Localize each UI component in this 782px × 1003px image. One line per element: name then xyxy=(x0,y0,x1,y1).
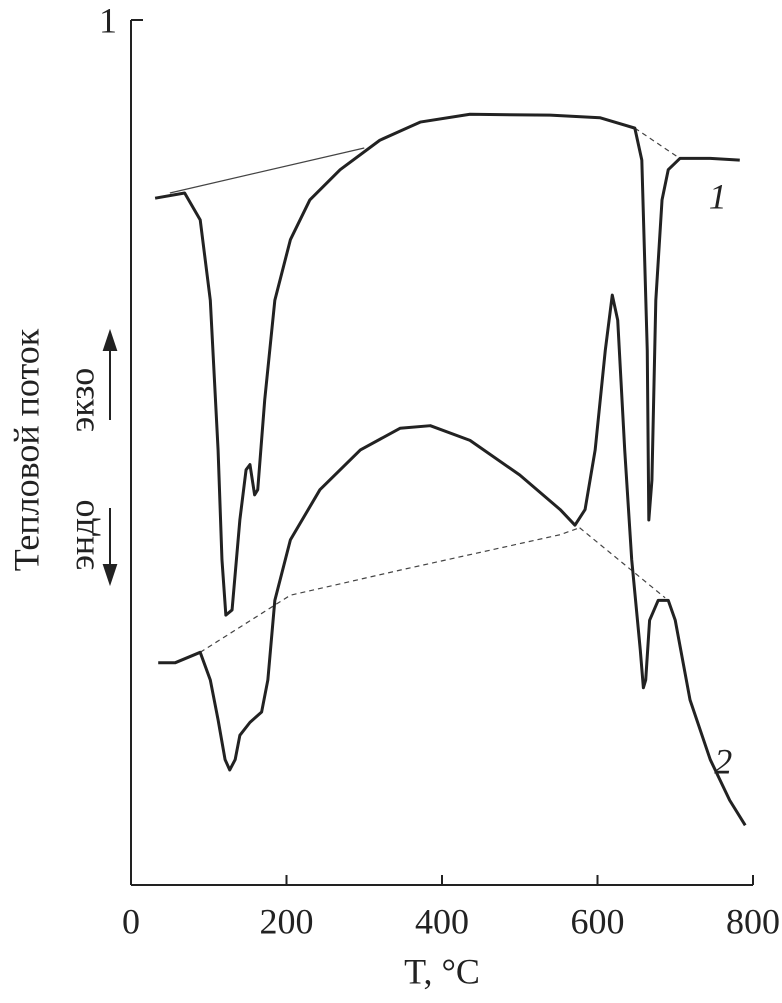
arrow-head xyxy=(102,564,118,587)
x-tick-label: 800 xyxy=(726,901,780,941)
baseline xyxy=(634,127,681,159)
curve-label: 2 xyxy=(714,742,732,782)
curve xyxy=(158,293,747,827)
x-tick-label: 200 xyxy=(260,901,314,941)
y-axis-label: Тепловой поток xyxy=(6,328,46,571)
baseline xyxy=(579,527,666,599)
arrow-head xyxy=(102,328,118,351)
baseline xyxy=(199,527,580,653)
y-tick-label: 1 xyxy=(99,0,117,40)
baseline xyxy=(169,147,365,194)
exo-label: экзо xyxy=(61,368,101,432)
arrows xyxy=(102,328,118,587)
x-tick-label: 400 xyxy=(415,901,469,941)
x-tick-label: 600 xyxy=(571,901,625,941)
x-axis-label: T, °C xyxy=(404,951,480,991)
curve-label: 1 xyxy=(709,176,727,216)
x-tick-label: 0 xyxy=(122,901,140,941)
endo-label: эндо xyxy=(61,499,101,570)
curve xyxy=(154,112,740,617)
